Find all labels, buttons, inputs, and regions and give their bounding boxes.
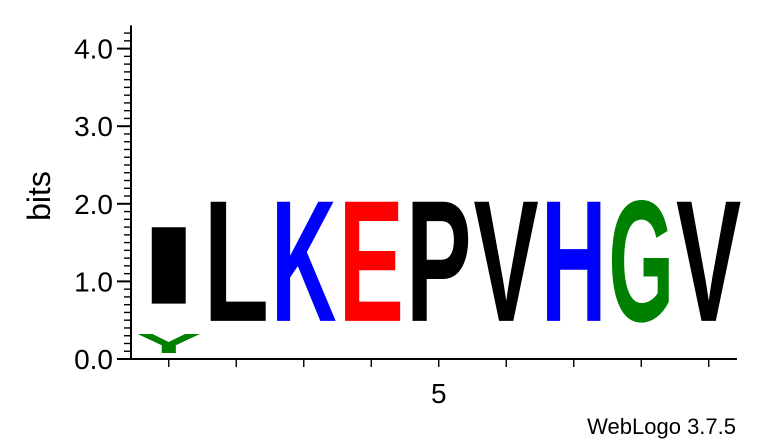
y-tick-label: 0.0 (74, 344, 113, 375)
glyph-v-pos6: V (474, 164, 539, 357)
glyph-v-pos9: V (676, 164, 741, 357)
y-axis: 0.0 1.0 2.0 3.0 4.0 (74, 25, 132, 375)
y-axis-title: bits (21, 171, 57, 221)
glyph-i-pos1: I (136, 204, 201, 328)
y-tick-label: 3.0 (74, 111, 113, 142)
x-tick-label: 5 (431, 378, 447, 409)
logo-glyphs: YI L K E P V H G V (136, 164, 741, 359)
glyph-h-pos7: H (541, 166, 606, 359)
y-tick-label: 4.0 (74, 34, 113, 65)
x-axis: 5 (131, 358, 737, 409)
y-tick-label: 2.0 (74, 189, 113, 220)
glyph-g-pos8: G (609, 164, 674, 357)
glyph-e-pos4: E (339, 165, 404, 358)
glyph-k-pos3: K (271, 166, 336, 359)
glyph-y-pos1: Y (136, 328, 201, 359)
weblogo-version-label: WebLogo 3.7.5 (587, 414, 736, 439)
glyph-l-pos2: L (204, 165, 269, 359)
glyph-p-pos5: P (406, 165, 471, 358)
y-tick-label: 1.0 (74, 266, 113, 297)
